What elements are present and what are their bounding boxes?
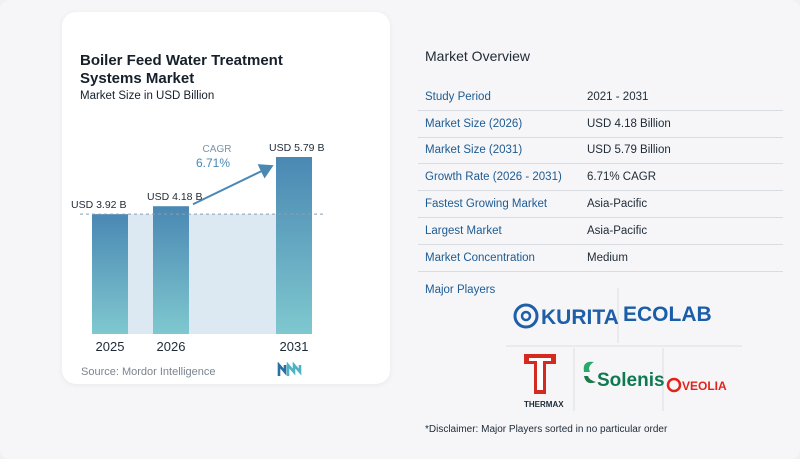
overview-row: Fastest Growing Market Asia-Pacific — [418, 191, 783, 218]
forecast-band — [128, 214, 276, 334]
overview-row: Growth Rate (2026 - 2031) 6.71% CAGR — [418, 164, 783, 192]
overview-row: Study Period 2021 - 2031 — [418, 84, 783, 111]
overview-value: 2021 - 2031 — [587, 90, 649, 103]
veolia-text: VEOLIA — [682, 379, 727, 393]
overview-row: Market Concentration Medium — [418, 245, 783, 272]
kurita-logo: KURITA — [513, 303, 619, 329]
overview-key: Market Concentration — [425, 251, 535, 264]
source-text: Source: Mordor Intelligence — [81, 366, 216, 378]
overview-key: Market Size (2026) — [425, 117, 523, 130]
overview-value: USD 5.79 Billion — [587, 144, 671, 157]
cagr-arrow — [192, 164, 274, 206]
thermax-text: THERMAX — [524, 400, 564, 409]
overview-value: 6.71% CAGR — [587, 171, 657, 184]
bar-2026 — [153, 206, 189, 334]
overview-key: Largest Market — [425, 224, 502, 237]
chart-subtitle: Market Size in USD Billion — [80, 90, 215, 102]
overview-key: Market Size (2031) — [425, 144, 523, 157]
ecolab-logo: ECOLAB — [623, 303, 712, 326]
chart-title: Boiler Feed Water Treatment Systems Mark… — [80, 52, 283, 87]
veolia-logo: VEOLIA — [666, 377, 727, 393]
solenis-text: Solenis — [597, 370, 665, 391]
market-overview-table: Study Period 2021 - 2031 Market Size (2026… — [418, 84, 783, 272]
overview-key: Fastest Growing Market — [425, 198, 548, 211]
data-label: USD 5.79 B — [269, 142, 324, 154]
bar-2025 — [92, 214, 128, 334]
major-players-logos: KURITA ECOLAB THERMAX Solenis VEOLIA — [506, 288, 742, 411]
bar-2031 — [276, 157, 312, 334]
overview-value: USD 4.18 Billion — [587, 117, 671, 130]
ecolab-text: ECOLAB — [623, 303, 712, 326]
market-overview-title: Market Overview — [425, 48, 531, 64]
kurita-text: KURITA — [541, 306, 619, 329]
x-tick-label: 2026 — [157, 339, 186, 354]
thermax-logo: THERMAX — [524, 354, 564, 409]
data-label: USD 4.18 B — [147, 191, 202, 203]
overview-row: Market Size (2031) USD 5.79 Billion — [418, 138, 783, 165]
x-tick-label: 2031 — [280, 339, 309, 354]
cagr-value: 6.71% — [196, 156, 230, 170]
cagr-label: CAGR — [203, 144, 232, 155]
major-players-heading: Major Players — [425, 284, 496, 296]
x-tick-label: 2025 — [96, 339, 125, 354]
bar-chart: USD 3.92 B USD 4.18 B USD 5.79 B 2025 2026 20… — [71, 142, 324, 354]
overview-value: Asia-Pacific — [587, 224, 648, 237]
data-label: USD 3.92 B — [71, 199, 126, 211]
mordor-logo-icon — [277, 362, 302, 376]
overview-row: Largest Market Asia-Pacific — [418, 218, 783, 245]
solenis-logo: Solenis — [583, 361, 665, 391]
disclaimer-text: *Disclaimer: Major Players sorted in no … — [425, 424, 668, 435]
overview-key: Study Period — [425, 90, 491, 103]
overview-value: Asia-Pacific — [587, 198, 648, 211]
overview-key: Growth Rate (2026 - 2031) — [425, 171, 562, 184]
overview-row: Market Size (2026) USD 4.18 Billion — [418, 111, 783, 138]
overview-value: Medium — [587, 251, 628, 264]
